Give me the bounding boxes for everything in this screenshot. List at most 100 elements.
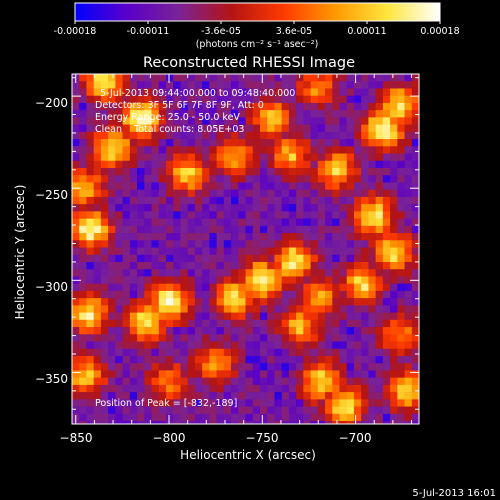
heatmap-cell [390,196,398,205]
heatmap-cell [267,204,275,212]
heatmap-cell [353,413,362,422]
heatmap-cell [194,117,203,125]
heatmap-cell [317,74,326,82]
heatmap-cell [151,204,160,212]
heatmap-cell [223,81,232,89]
heatmap-cell [72,399,80,407]
heatmap-cell [353,269,362,277]
heatmap-cell [339,182,348,190]
heatmap-cell [296,319,304,328]
heatmap-cell [310,298,319,306]
heatmap-cell [216,196,225,205]
heatmap-cell [158,254,167,263]
heatmap-cell [209,334,217,342]
heatmap-cell [397,160,405,169]
heatmap-cell [259,211,268,219]
heatmap-cell [173,392,181,400]
heatmap-cell [296,305,304,313]
heatmap-cell [93,327,102,335]
heatmap-cell [173,160,181,169]
heatmap-cell [325,225,333,234]
heatmap-cell [122,160,131,169]
heatmap-cell [353,74,362,82]
heatmap-cell [165,348,174,357]
heatmap-cell [288,341,297,350]
heatmap-cell [339,153,348,162]
heatmap-cell [100,189,109,198]
heatmap-cell [115,413,123,422]
heatmap-cell [231,341,239,350]
heatmap-cell [245,189,254,198]
heatmap-cell [303,196,311,205]
peak-position-label: Position of Peak = [-832,-189] [95,398,237,409]
heatmap-cell [151,406,160,415]
heatmap-cell [144,167,152,176]
heatmap-cell [129,211,138,219]
heatmap-cell [202,175,210,183]
heatmap-cell [259,341,268,350]
heatmap-cell [274,276,282,284]
heatmap-cell [100,421,109,425]
heatmap-cell [303,283,311,292]
heatmap-cell [274,110,282,118]
heatmap-cell [267,298,275,306]
heatmap-cell [245,319,254,328]
heatmap-cell [267,153,275,162]
heatmap-cell [93,74,102,82]
heatmap-cell [303,355,311,364]
heatmap-cell [194,102,203,111]
heatmap-cell [390,421,398,425]
heatmap-cell [187,225,196,234]
heatmap-cell [411,247,420,256]
heatmap-cell [223,175,232,183]
heatmap-cell [173,95,181,104]
heatmap-cell [346,167,355,176]
heatmap-cell [361,298,369,306]
heatmap-cell [238,95,246,104]
heatmap-cell [137,421,145,425]
heatmap-cell [180,204,188,212]
heatmap-cell [252,254,261,263]
heatmap-cell [238,261,246,270]
heatmap-cell [93,384,102,393]
heatmap-cell [368,225,376,234]
heatmap-cell [79,167,87,176]
heatmap-cell [288,377,297,386]
heatmap-cell [325,131,333,140]
heatmap-cell [404,348,413,357]
heatmap-cell [79,124,87,133]
heatmap-cell [202,146,210,154]
heatmap-cell [108,88,116,96]
heatmap-cell [180,377,188,386]
heatmap-cell [93,290,102,299]
heatmap-cell [281,189,290,198]
heatmap-cell [339,312,348,321]
heatmap-cell [397,117,405,125]
heatmap-cell [310,175,319,183]
heatmap-cell [382,117,391,125]
heatmap-cell [267,290,275,299]
heatmap-cell [353,81,362,89]
heatmap-cell [180,153,188,162]
heatmap-cell [137,204,145,212]
heatmap-cell [165,305,174,313]
heatmap-cell [375,124,384,133]
heatmap-cell [368,139,376,147]
heatmap-cell [187,341,196,350]
heatmap-cell [129,377,138,386]
heatmap-cell [165,406,174,415]
heatmap-cell [231,254,239,263]
heatmap-cell [259,261,268,270]
heatmap-cell [404,247,413,256]
heatmap-cell [353,117,362,125]
heatmap-cell [100,117,109,125]
heatmap-cell [173,370,181,378]
heatmap-cell [361,290,369,299]
heatmap-cell [216,305,225,313]
heatmap-cell [86,110,94,118]
heatmap-cell [368,95,376,104]
heatmap-cell [115,225,123,234]
heatmap-cell [281,348,290,357]
heatmap-cell [390,74,398,82]
heatmap-cell [404,355,413,364]
